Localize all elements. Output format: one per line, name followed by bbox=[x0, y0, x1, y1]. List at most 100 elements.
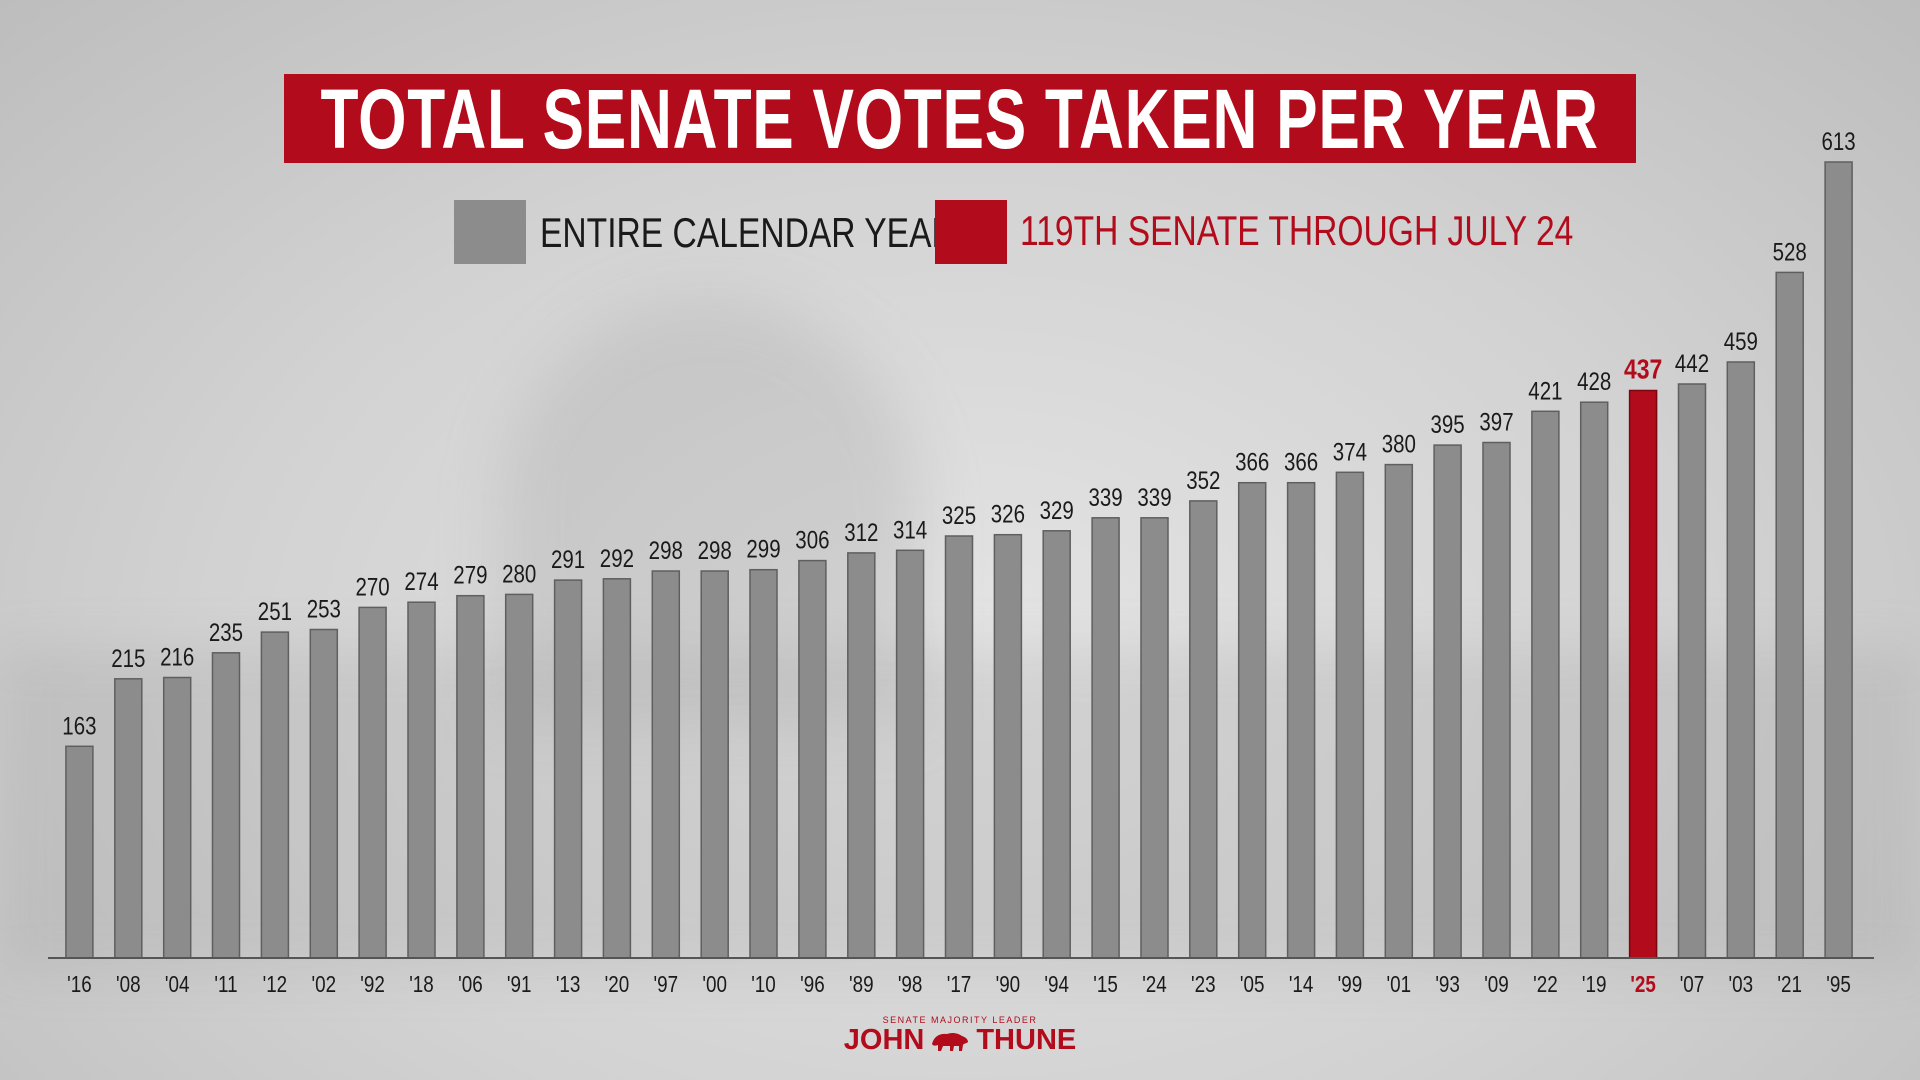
brand-last-name: THUNE bbox=[976, 1024, 1077, 1056]
x-tick-label-96: '96 bbox=[800, 972, 825, 997]
bar-24 bbox=[1140, 517, 1169, 959]
legend-swatch-119th-senate bbox=[935, 200, 1007, 264]
x-tick-label-21: '21 bbox=[1777, 972, 1802, 997]
value-label-06: 279 bbox=[453, 561, 487, 589]
bar-11 bbox=[211, 652, 241, 959]
value-label-25: 437 bbox=[1624, 354, 1662, 385]
x-tick-label-99: '99 bbox=[1338, 972, 1363, 997]
x-tick-label-07: '07 bbox=[1680, 972, 1705, 997]
bar-89 bbox=[847, 552, 876, 959]
value-label-23: 352 bbox=[1186, 466, 1220, 494]
x-tick-label-01: '01 bbox=[1387, 972, 1412, 997]
x-tick-label-13: '13 bbox=[556, 972, 581, 997]
bar-13 bbox=[553, 579, 583, 959]
bar-90 bbox=[993, 533, 1023, 959]
bar-91 bbox=[504, 593, 534, 959]
value-label-02: 253 bbox=[307, 595, 341, 623]
value-label-91: 280 bbox=[502, 559, 536, 587]
bar-23 bbox=[1189, 500, 1218, 959]
x-tick-label-11: '11 bbox=[214, 972, 237, 997]
brand-name: JOHN THUNE bbox=[830, 1024, 1090, 1057]
x-tick-label-08: '08 bbox=[116, 972, 141, 997]
value-label-92: 270 bbox=[355, 572, 389, 600]
x-tick-label-25: '25 bbox=[1630, 972, 1656, 997]
bar-04 bbox=[162, 676, 192, 959]
legend-label-calendar-year: ENTIRE CALENDAR YEAR bbox=[540, 209, 956, 256]
bar-21 bbox=[1775, 271, 1804, 959]
value-label-20: 292 bbox=[600, 544, 634, 572]
x-tick-label-22: '22 bbox=[1533, 972, 1558, 997]
value-label-24: 339 bbox=[1137, 483, 1171, 511]
bar-20 bbox=[602, 578, 632, 959]
x-tick-label-17: '17 bbox=[947, 972, 972, 997]
x-tick-label-20: '20 bbox=[605, 972, 630, 997]
value-label-99: 374 bbox=[1333, 437, 1367, 465]
bar-93 bbox=[1433, 444, 1462, 959]
bar-07 bbox=[1677, 383, 1707, 959]
x-tick-label-90: '90 bbox=[996, 972, 1021, 997]
x-tick-label-05: '05 bbox=[1240, 972, 1265, 997]
value-label-05: 366 bbox=[1235, 448, 1269, 476]
value-label-15: 339 bbox=[1088, 483, 1122, 511]
bar-25 bbox=[1628, 389, 1658, 959]
bar-92 bbox=[358, 606, 387, 959]
bar-22 bbox=[1531, 410, 1560, 959]
x-tick-label-15: '15 bbox=[1093, 972, 1118, 997]
bar-06 bbox=[456, 594, 485, 959]
title-banner: TOTAL SENATE VOTES TAKEN PER YEAR bbox=[284, 74, 1636, 163]
value-label-14: 366 bbox=[1284, 448, 1318, 476]
value-label-12: 251 bbox=[258, 597, 292, 625]
bar-09 bbox=[1482, 441, 1511, 959]
bar-16 bbox=[65, 745, 94, 959]
bar-94 bbox=[1042, 530, 1071, 959]
value-label-95: 613 bbox=[1821, 127, 1855, 155]
value-label-13: 291 bbox=[551, 545, 585, 573]
x-tick-label-98: '98 bbox=[898, 972, 923, 997]
value-label-89: 312 bbox=[844, 518, 878, 546]
brand-subtitle: SENATE MAJORITY LEADER bbox=[882, 1015, 1038, 1025]
value-label-00: 298 bbox=[698, 536, 732, 564]
x-tick-label-92: '92 bbox=[360, 972, 385, 997]
value-label-04: 216 bbox=[160, 643, 194, 671]
x-tick-label-93: '93 bbox=[1435, 972, 1460, 997]
bar-12 bbox=[260, 631, 290, 959]
value-label-90: 326 bbox=[991, 500, 1025, 528]
legend-swatch-calendar-year bbox=[454, 200, 526, 264]
x-tick-label-24: '24 bbox=[1142, 972, 1167, 997]
bar-17 bbox=[944, 535, 974, 959]
value-label-94: 329 bbox=[1040, 496, 1074, 524]
chart-title: TOTAL SENATE VOTES TAKEN PER YEAR bbox=[320, 71, 1600, 166]
x-tick-label-04: '04 bbox=[165, 972, 190, 997]
value-label-16: 163 bbox=[62, 711, 96, 739]
value-label-22: 421 bbox=[1528, 376, 1562, 404]
x-tick-label-00: '00 bbox=[702, 972, 727, 997]
value-label-21: 528 bbox=[1773, 237, 1807, 265]
x-tick-label-03: '03 bbox=[1729, 972, 1754, 997]
x-tick-label-91: '91 bbox=[507, 972, 532, 997]
x-tick-label-18: '18 bbox=[409, 972, 434, 997]
bar-14 bbox=[1286, 481, 1316, 959]
x-tick-label-19: '19 bbox=[1582, 972, 1607, 997]
bar-15 bbox=[1091, 517, 1120, 959]
x-tick-label-89: '89 bbox=[849, 972, 874, 997]
x-tick-label-97: '97 bbox=[654, 972, 679, 997]
value-label-01: 380 bbox=[1382, 430, 1416, 458]
x-tick-label-95: '95 bbox=[1826, 972, 1851, 997]
x-tick-label-16: '16 bbox=[67, 972, 92, 997]
bar-01 bbox=[1384, 463, 1414, 959]
value-label-98: 314 bbox=[893, 515, 927, 543]
value-label-93: 395 bbox=[1430, 410, 1464, 438]
value-label-19: 428 bbox=[1577, 367, 1611, 395]
value-label-96: 306 bbox=[795, 526, 829, 554]
bar-02 bbox=[309, 628, 339, 959]
bar-00 bbox=[700, 570, 729, 959]
value-label-97: 298 bbox=[649, 536, 683, 564]
x-tick-label-02: '02 bbox=[312, 972, 337, 997]
brand-logo: SENATE MAJORITY LEADER JOHN THUNE bbox=[830, 1016, 1090, 1057]
brand-first-name: JOHN bbox=[843, 1024, 925, 1056]
x-tick-label-12: '12 bbox=[263, 972, 288, 997]
bison-icon bbox=[932, 1032, 969, 1051]
bar-96 bbox=[798, 559, 827, 959]
bar-03 bbox=[1726, 361, 1756, 959]
